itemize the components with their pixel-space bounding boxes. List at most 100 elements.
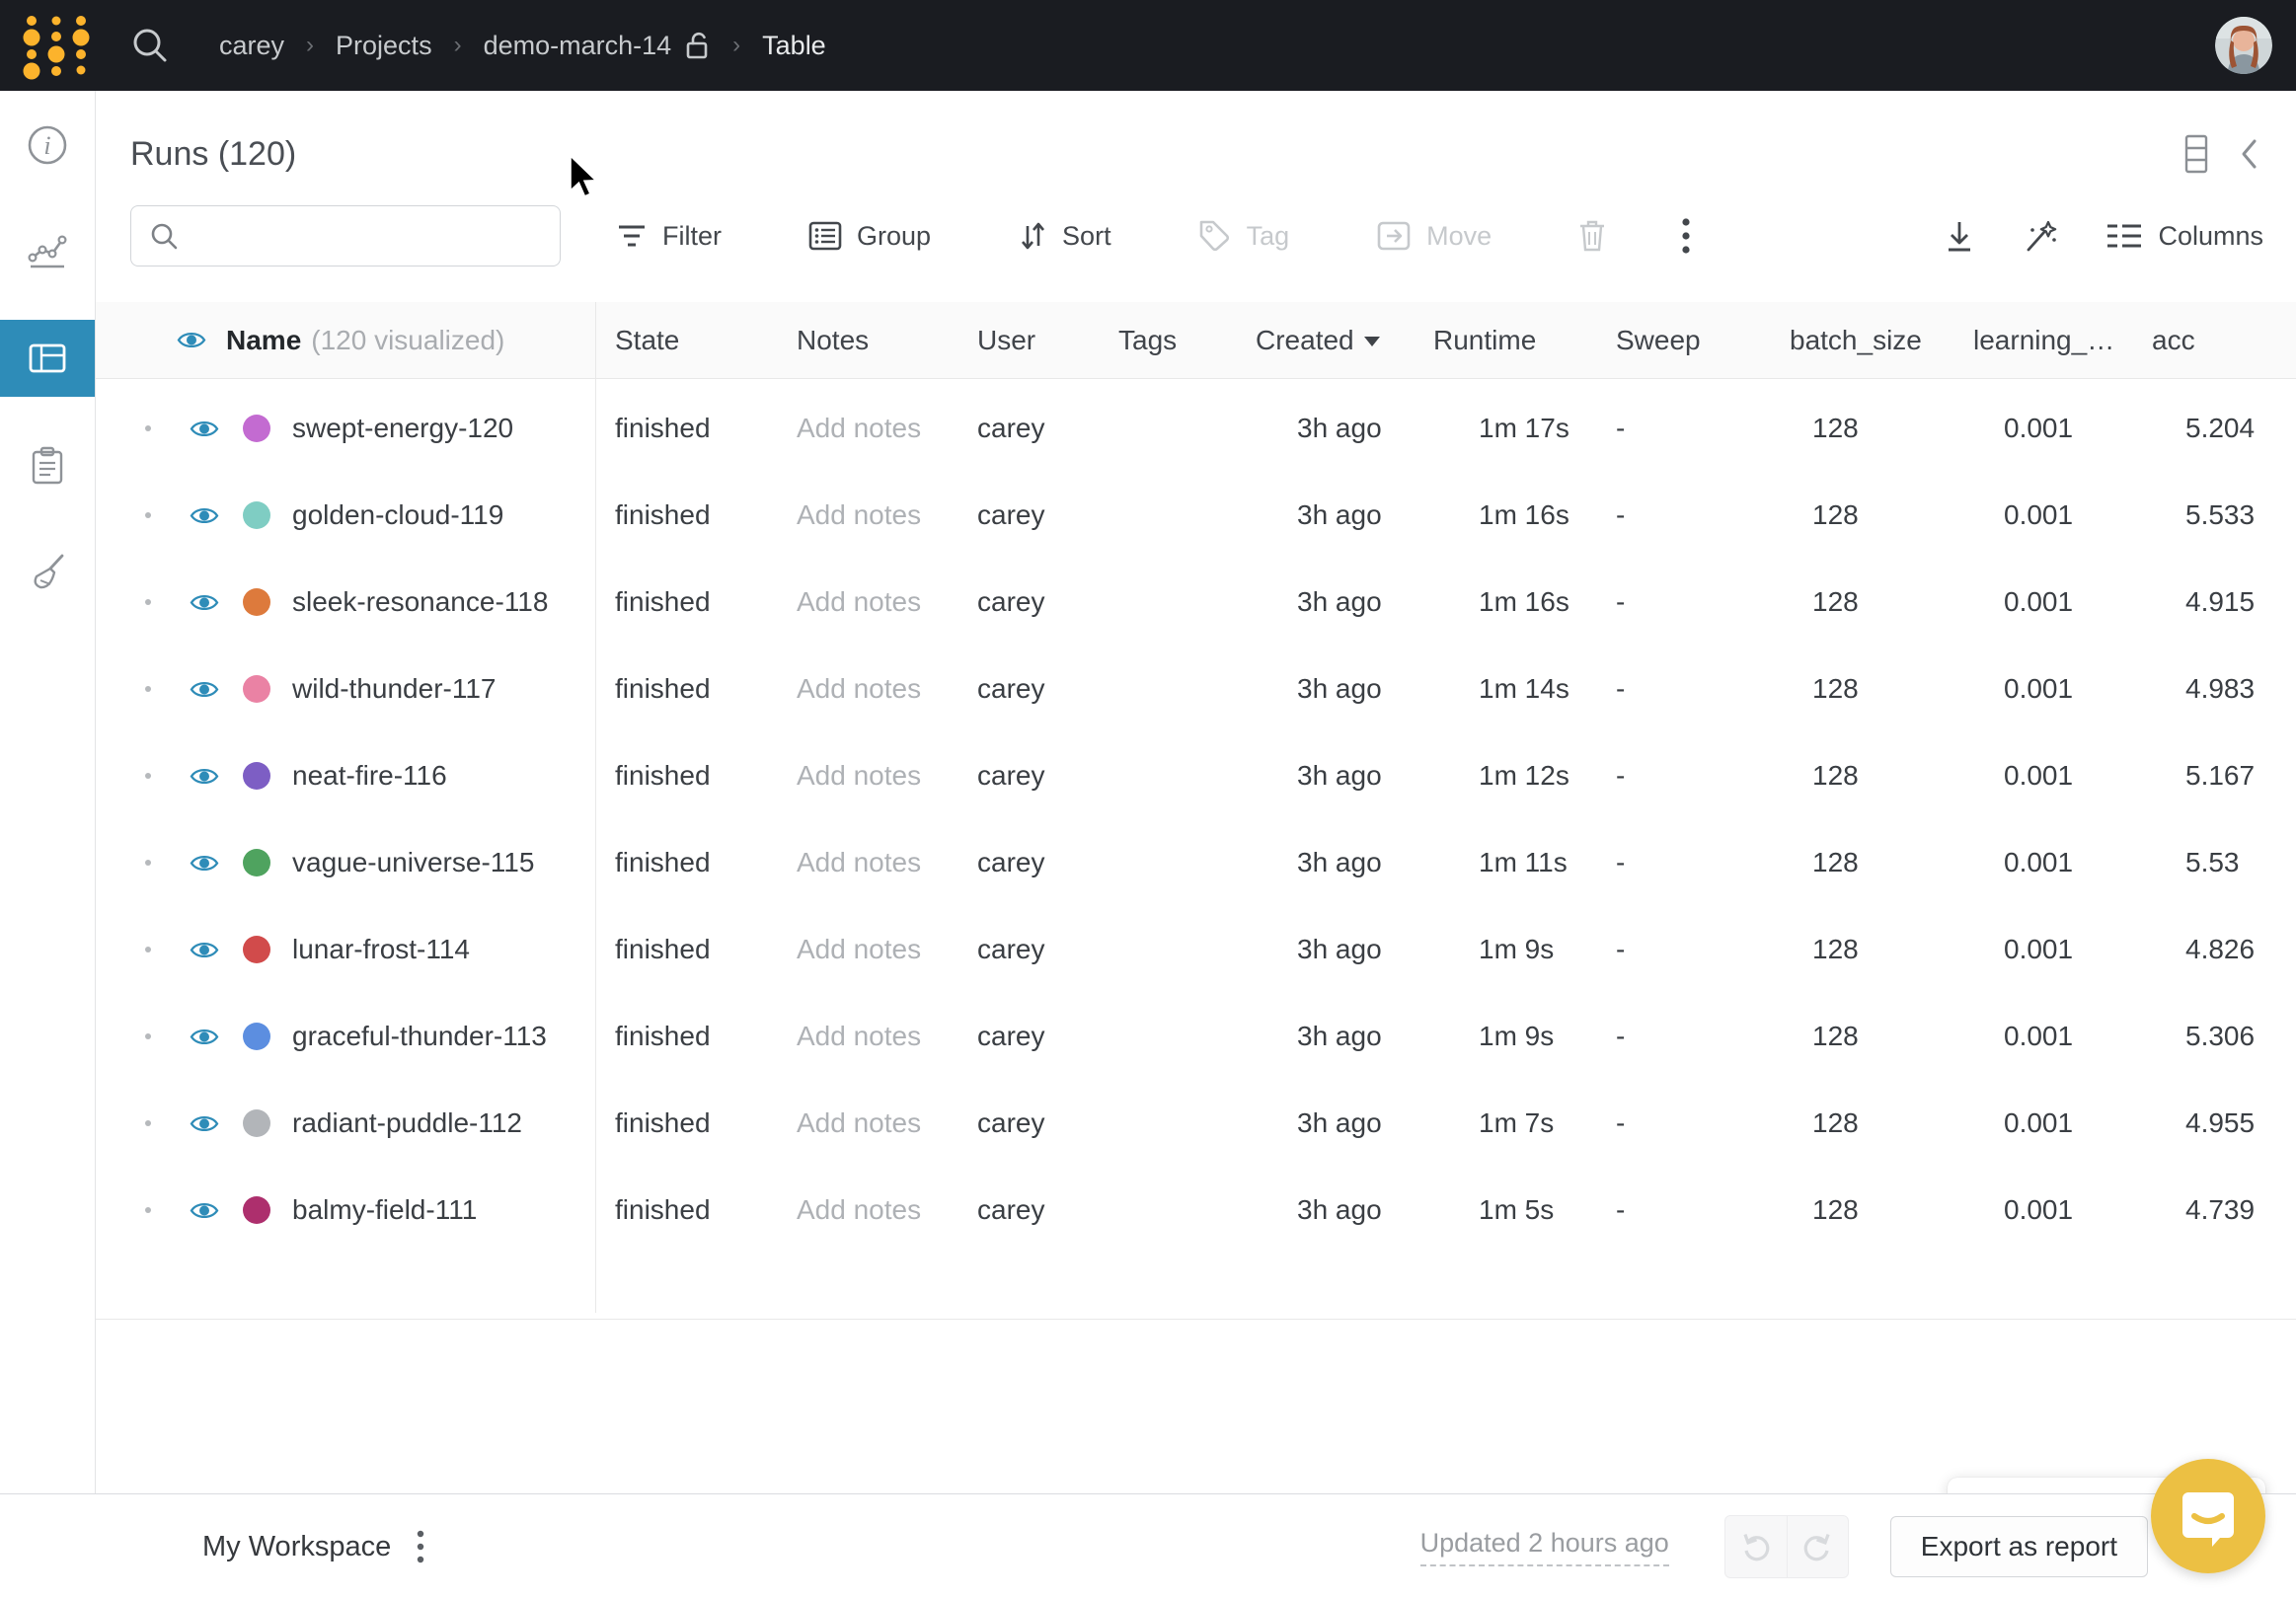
columns-button[interactable]: Columns xyxy=(2105,221,2263,252)
column-header-batch-size[interactable]: batch_size xyxy=(1790,324,1922,355)
column-header-acc[interactable]: acc xyxy=(2152,324,2195,355)
column-header-state[interactable]: State xyxy=(615,324,680,355)
delete-button[interactable] xyxy=(1578,219,1606,253)
run-color-dot[interactable] xyxy=(243,415,270,442)
run-name-link[interactable]: lunar-frost-114 xyxy=(292,934,471,964)
breadcrumb-projects[interactable]: Projects xyxy=(336,30,432,60)
column-header-notes[interactable]: Notes xyxy=(797,324,870,355)
updated-timestamp[interactable]: Updated 2 hours ago xyxy=(1419,1528,1669,1566)
drag-handle-icon[interactable] xyxy=(145,1207,151,1213)
run-color-dot[interactable] xyxy=(243,675,270,703)
table-row[interactable]: wild-thunder-117 finished Add notes care… xyxy=(96,646,2296,732)
global-search-icon[interactable] xyxy=(128,24,172,67)
visibility-eye-icon[interactable] xyxy=(190,939,219,961)
run-notes-placeholder[interactable]: Add notes xyxy=(797,847,922,877)
table-row[interactable]: graceful-thunder-113 finished Add notes … xyxy=(96,993,2296,1080)
run-notes-placeholder[interactable]: Add notes xyxy=(797,499,922,530)
runs-search[interactable] xyxy=(130,205,561,266)
run-color-dot[interactable] xyxy=(243,1109,270,1137)
visibility-eye-icon[interactable] xyxy=(190,1199,219,1222)
breadcrumb-project[interactable]: demo-march-14 xyxy=(483,30,672,60)
visibility-eye-icon[interactable] xyxy=(190,852,219,875)
run-notes-placeholder[interactable]: Add notes xyxy=(797,1021,922,1051)
table-row[interactable]: neat-fire-116 finished Add notes carey 3… xyxy=(96,732,2296,819)
move-button[interactable]: Move xyxy=(1376,220,1492,252)
sidebar-item-logs[interactable] xyxy=(0,415,95,517)
run-color-dot[interactable] xyxy=(243,1196,270,1224)
run-color-dot[interactable] xyxy=(243,762,270,790)
run-name-link[interactable]: swept-energy-120 xyxy=(292,413,514,443)
run-notes-placeholder[interactable]: Add notes xyxy=(797,413,922,443)
drag-handle-icon[interactable] xyxy=(145,686,151,692)
redo-button[interactable] xyxy=(1786,1516,1848,1577)
runs-search-input[interactable] xyxy=(192,220,542,252)
export-csv-button[interactable] xyxy=(1944,219,1975,253)
panel-layout-icon[interactable] xyxy=(2183,134,2209,174)
visibility-eye-icon[interactable] xyxy=(190,765,219,788)
run-notes-placeholder[interactable]: Add notes xyxy=(797,1194,922,1225)
wandb-logo-icon[interactable] xyxy=(18,11,95,80)
run-color-dot[interactable] xyxy=(243,588,270,616)
collapse-chevron-left-icon[interactable] xyxy=(2239,137,2260,171)
filter-button[interactable]: Filter xyxy=(616,221,722,252)
visibility-eye-icon[interactable] xyxy=(177,329,206,351)
magic-visualize-button[interactable] xyxy=(2023,218,2058,254)
run-name-link[interactable]: vague-universe-115 xyxy=(292,847,535,877)
run-notes-placeholder[interactable]: Add notes xyxy=(797,586,922,617)
run-name-link[interactable]: graceful-thunder-113 xyxy=(292,1021,547,1051)
breadcrumb-user[interactable]: carey xyxy=(219,30,285,60)
run-color-dot[interactable] xyxy=(243,936,270,963)
column-header-runtime[interactable]: Runtime xyxy=(1433,324,1537,355)
column-header-name[interactable]: Name (120 visualized) xyxy=(96,325,595,356)
run-notes-placeholder[interactable]: Add notes xyxy=(797,760,922,791)
run-name-link[interactable]: golden-cloud-119 xyxy=(292,499,504,530)
run-notes-placeholder[interactable]: Add notes xyxy=(797,1107,922,1138)
sort-button[interactable]: Sort xyxy=(1018,220,1111,252)
drag-handle-icon[interactable] xyxy=(145,425,151,431)
run-name-link[interactable]: radiant-puddle-112 xyxy=(292,1107,522,1138)
table-row[interactable]: vague-universe-115 finished Add notes ca… xyxy=(96,819,2296,906)
table-row[interactable]: swept-energy-120 finished Add notes care… xyxy=(96,385,2296,472)
visibility-eye-icon[interactable] xyxy=(190,1026,219,1048)
run-color-dot[interactable] xyxy=(243,501,270,529)
visibility-eye-icon[interactable] xyxy=(190,591,219,614)
workspace-title[interactable]: My Workspace xyxy=(202,1530,392,1562)
sidebar-item-table[interactable] xyxy=(0,320,95,397)
export-as-report-button[interactable]: Export as report xyxy=(1889,1516,2148,1577)
drag-handle-icon[interactable] xyxy=(145,773,151,779)
run-color-dot[interactable] xyxy=(243,1023,270,1050)
table-row[interactable]: radiant-puddle-112 finished Add notes ca… xyxy=(96,1080,2296,1167)
more-actions-button[interactable] xyxy=(1681,216,1691,256)
column-header-learning-rate[interactable]: learning_… xyxy=(1973,324,2115,355)
drag-handle-icon[interactable] xyxy=(145,1120,151,1126)
visibility-eye-icon[interactable] xyxy=(190,504,219,527)
drag-handle-icon[interactable] xyxy=(145,512,151,518)
breadcrumb-table[interactable]: Table xyxy=(762,30,826,60)
column-header-created[interactable]: Created xyxy=(1242,325,1416,356)
run-notes-placeholder[interactable]: Add notes xyxy=(797,934,922,964)
run-name-link[interactable]: balmy-field-111 xyxy=(292,1194,478,1225)
table-row[interactable]: balmy-field-111 finished Add notes carey… xyxy=(96,1167,2296,1254)
table-row[interactable]: lunar-frost-114 finished Add notes carey… xyxy=(96,906,2296,993)
visibility-eye-icon[interactable] xyxy=(190,1112,219,1135)
visibility-eye-icon[interactable] xyxy=(190,678,219,701)
sidebar-item-overview[interactable]: i xyxy=(0,91,95,199)
undo-button[interactable] xyxy=(1725,1516,1787,1577)
run-name-link[interactable]: sleek-resonance-118 xyxy=(292,586,549,617)
tag-button[interactable]: Tag xyxy=(1198,220,1289,252)
run-name-link[interactable]: neat-fire-116 xyxy=(292,760,447,791)
run-color-dot[interactable] xyxy=(243,849,270,876)
visibility-eye-icon[interactable] xyxy=(190,418,219,440)
drag-handle-icon[interactable] xyxy=(145,860,151,866)
chat-support-button[interactable] xyxy=(2151,1459,2265,1573)
table-row[interactable]: golden-cloud-119 finished Add notes care… xyxy=(96,472,2296,559)
sidebar-item-charts[interactable] xyxy=(0,199,95,302)
column-header-sweep[interactable]: Sweep xyxy=(1616,324,1701,355)
drag-handle-icon[interactable] xyxy=(145,1033,151,1039)
table-row[interactable]: sleek-resonance-118 finished Add notes c… xyxy=(96,559,2296,646)
column-header-tags[interactable]: Tags xyxy=(1118,324,1178,355)
user-avatar[interactable] xyxy=(2215,17,2272,74)
group-button[interactable]: Group xyxy=(808,221,931,252)
run-notes-placeholder[interactable]: Add notes xyxy=(797,673,922,704)
run-name-link[interactable]: wild-thunder-117 xyxy=(292,673,497,704)
